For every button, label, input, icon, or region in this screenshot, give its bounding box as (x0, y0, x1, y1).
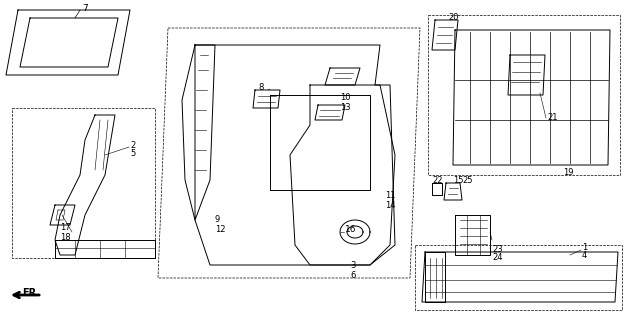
Text: 22: 22 (432, 175, 442, 185)
Text: 10: 10 (340, 92, 350, 101)
Text: 9: 9 (215, 215, 220, 225)
Text: 15: 15 (453, 175, 464, 185)
Text: 19: 19 (563, 167, 574, 177)
Text: 23: 23 (492, 245, 503, 254)
Text: 16: 16 (345, 226, 357, 235)
Text: 7: 7 (82, 4, 88, 12)
Text: 20: 20 (448, 12, 459, 21)
Text: 3: 3 (350, 260, 355, 269)
Text: 8: 8 (258, 83, 264, 92)
Text: 5: 5 (130, 148, 135, 157)
Text: FR.: FR. (22, 288, 40, 298)
Text: 13: 13 (340, 102, 350, 111)
Text: 11: 11 (385, 190, 396, 199)
Text: 21: 21 (547, 113, 557, 122)
Text: 14: 14 (385, 201, 396, 210)
Text: 17: 17 (60, 223, 70, 233)
Text: 12: 12 (215, 226, 226, 235)
Text: 18: 18 (60, 234, 70, 243)
Text: 4: 4 (582, 252, 587, 260)
Text: 25: 25 (462, 175, 472, 185)
Text: 24: 24 (492, 253, 503, 262)
Text: 6: 6 (350, 270, 355, 279)
Text: 1: 1 (582, 244, 587, 252)
Text: 2: 2 (130, 140, 135, 149)
